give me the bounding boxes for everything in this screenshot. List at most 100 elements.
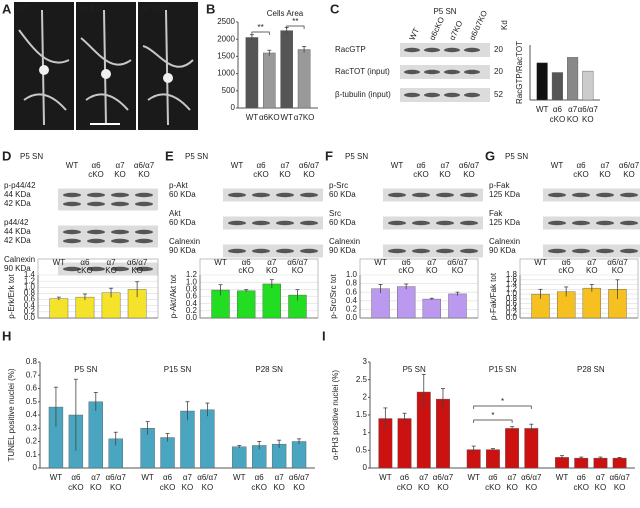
lane-label: α7KO xyxy=(448,19,465,42)
x-tick-label: α7 xyxy=(596,473,606,482)
group-label: P28 SN xyxy=(255,365,283,374)
y-tick-label: 1.2 xyxy=(506,284,518,293)
bar xyxy=(567,57,579,101)
x-tick-label: α7 xyxy=(568,105,578,114)
y-tick-label: 0.4 xyxy=(24,301,36,310)
blot-strip xyxy=(383,216,483,230)
y-tick-label: 2000 xyxy=(217,34,235,43)
blot-band xyxy=(63,192,81,198)
lane-label: KO xyxy=(138,170,150,179)
blot-band xyxy=(424,47,440,53)
x-tick-label: WT xyxy=(534,258,547,267)
blot-strip xyxy=(58,188,158,211)
panel-label: B xyxy=(206,1,215,16)
blot-band xyxy=(300,220,318,226)
blot-title: P5 SN xyxy=(20,152,43,161)
x-tick-label: α6 xyxy=(242,258,252,267)
significance-label: ** xyxy=(292,17,298,26)
lane-label: WT xyxy=(551,161,564,170)
y-tick-label: 0.2 xyxy=(186,306,198,315)
y-tick-label: 0.2 xyxy=(346,305,358,314)
lane-label: α7 xyxy=(115,161,125,170)
kda-unit: Kd xyxy=(500,20,509,30)
band-label: Fak xyxy=(489,209,503,218)
blot-band xyxy=(596,248,614,254)
blot-band xyxy=(424,92,440,98)
x-tick-label: α6 xyxy=(400,473,410,482)
y-tick-label: 0.0 xyxy=(346,313,358,322)
y-tick-label: 500 xyxy=(222,86,236,95)
group-label: P5 SN xyxy=(74,365,97,374)
blot-band xyxy=(252,248,270,254)
blot-band xyxy=(388,248,406,254)
lane-label: cKO xyxy=(413,170,429,179)
lane-label: α6 xyxy=(576,161,586,170)
bar xyxy=(524,428,539,469)
blot-band xyxy=(572,192,590,198)
bar xyxy=(291,441,307,469)
blot-strip xyxy=(543,244,640,258)
blot-band xyxy=(135,238,153,244)
panel-label: G xyxy=(485,148,495,163)
x-tick-label: KO xyxy=(595,483,607,492)
x-tick-label: WT xyxy=(50,473,63,482)
panel-label: H xyxy=(2,328,11,343)
plot-frame xyxy=(519,258,639,319)
x-tick-label: α6 xyxy=(71,473,81,482)
y-axis-label: p-Akt/Akt tot xyxy=(169,274,178,318)
y-tick-label: 1.0 xyxy=(24,282,36,291)
bar xyxy=(536,62,548,101)
x-tick-label: α6/α7 xyxy=(521,473,542,482)
blot-band xyxy=(412,220,430,226)
blot-strip xyxy=(223,216,323,230)
plot-frame xyxy=(37,258,159,319)
kda-label: 20 xyxy=(494,45,503,54)
y-tick-label: 0 xyxy=(231,103,236,112)
y-axis-label: p-Src/Src tot xyxy=(329,273,338,318)
x-tick-label: α6/α7 xyxy=(433,473,454,482)
bar xyxy=(582,287,602,319)
bar xyxy=(263,52,276,109)
blot-band xyxy=(87,201,105,207)
band-label: RacGTP xyxy=(335,45,366,54)
cell-body xyxy=(101,69,111,79)
y-tick-label: 1000 xyxy=(217,69,235,78)
bar xyxy=(200,409,215,469)
x-tick-label: cKO xyxy=(397,483,413,492)
x-tick-label: KO xyxy=(293,483,305,492)
y-tick-label: 3 xyxy=(363,357,368,366)
x-tick-label: cKO xyxy=(77,266,93,275)
y-tick-label: 0.8 xyxy=(26,357,38,366)
x-tick-label: α6/α7 xyxy=(578,105,599,114)
lane-label: α6/α7 xyxy=(619,161,640,170)
bar xyxy=(245,37,259,109)
blot-band xyxy=(424,69,440,75)
x-tick-label: α7 xyxy=(183,473,193,482)
y-tick-label: 2 xyxy=(363,392,368,401)
blot-band xyxy=(135,201,153,207)
panel-label: I xyxy=(322,328,326,343)
y-tick-label: 1500 xyxy=(217,52,235,61)
x-tick-label: α6 xyxy=(488,473,498,482)
blot-strip xyxy=(58,262,158,276)
x-tick-label: KO xyxy=(582,115,594,124)
x-tick-label: KO xyxy=(182,483,194,492)
bar xyxy=(160,437,175,469)
y-tick-label: 1.4 xyxy=(24,270,36,279)
x-tick-label: cKO xyxy=(251,483,267,492)
x-tick-label: KO xyxy=(273,483,285,492)
lane-label: KO xyxy=(439,170,451,179)
y-tick-label: 0.8 xyxy=(346,279,358,288)
significance-bracket xyxy=(473,405,532,409)
plot-frame xyxy=(359,258,479,319)
lane-label: α6/α7KO xyxy=(468,9,490,42)
y-tick-label: 0.4 xyxy=(186,299,198,308)
y-tick-label: 0.4 xyxy=(506,304,518,313)
group-label: P15 SN xyxy=(164,365,192,374)
x-tick-label: α6/α7 xyxy=(127,258,148,267)
lane-label: α7 xyxy=(600,161,610,170)
lane-label: α6 xyxy=(91,161,101,170)
band-label: Calnexin xyxy=(4,255,35,264)
x-tick-label: KO xyxy=(418,483,430,492)
